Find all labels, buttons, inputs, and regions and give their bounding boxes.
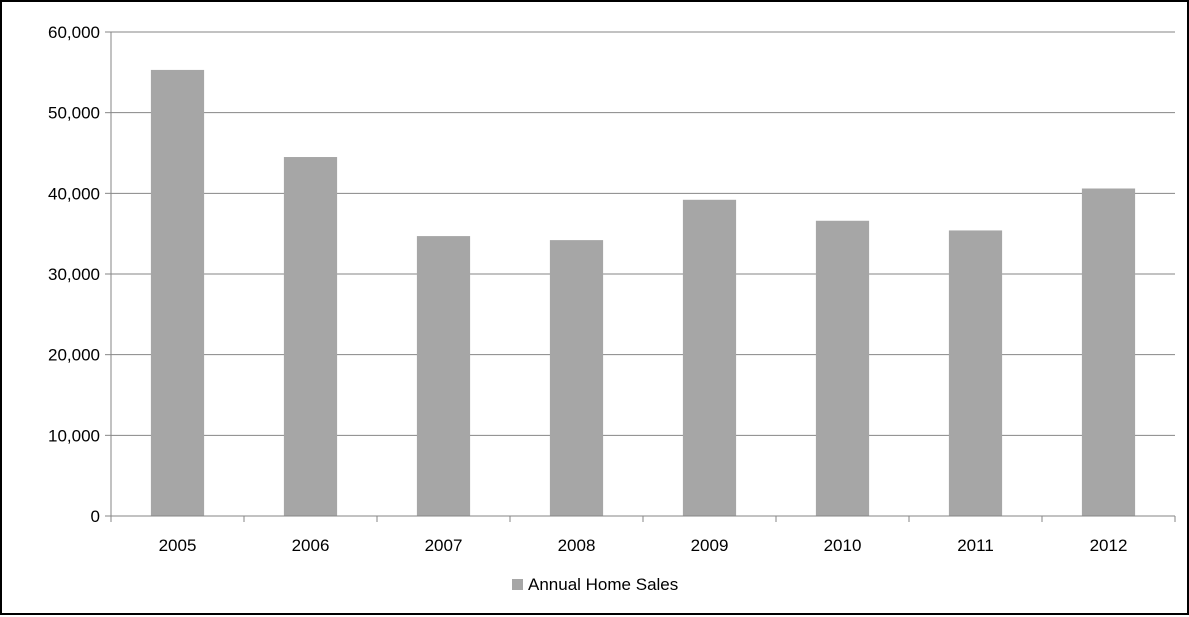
bar bbox=[682, 199, 737, 516]
legend-swatch bbox=[512, 579, 523, 590]
x-tick-label: 2007 bbox=[425, 536, 463, 555]
x-tick-label: 2010 bbox=[824, 536, 862, 555]
axes bbox=[105, 31, 1176, 522]
y-tick-label: 50,000 bbox=[48, 104, 100, 123]
y-tick-label: 20,000 bbox=[48, 346, 100, 365]
bar bbox=[549, 240, 604, 516]
y-tick-label: 40,000 bbox=[48, 184, 100, 203]
legend-label: Annual Home Sales bbox=[528, 575, 678, 594]
y-tick-label: 30,000 bbox=[48, 265, 100, 284]
bar bbox=[815, 220, 870, 516]
bar bbox=[150, 69, 205, 516]
x-tick-label: 2008 bbox=[558, 536, 596, 555]
bar bbox=[416, 236, 471, 516]
x-tick-label: 2005 bbox=[159, 536, 197, 555]
x-tick-label: 2012 bbox=[1090, 536, 1128, 555]
bar bbox=[283, 157, 338, 517]
x-tick-label: 2011 bbox=[957, 536, 994, 555]
y-tick-label: 0 bbox=[91, 507, 100, 526]
gridlines bbox=[111, 31, 1175, 436]
legend: Annual Home Sales bbox=[512, 575, 678, 594]
bars bbox=[150, 69, 1136, 517]
x-tick-label: 2006 bbox=[292, 536, 330, 555]
bar bbox=[948, 230, 1003, 516]
tick-labels: 0 10,000 20,000 30,000 40,000 50,000 60,000 200… bbox=[48, 23, 1127, 555]
x-tick-label: 2009 bbox=[691, 536, 729, 555]
bar bbox=[1081, 188, 1136, 516]
y-tick-label: 60,000 bbox=[48, 23, 100, 42]
y-tick-label: 10,000 bbox=[48, 426, 100, 445]
